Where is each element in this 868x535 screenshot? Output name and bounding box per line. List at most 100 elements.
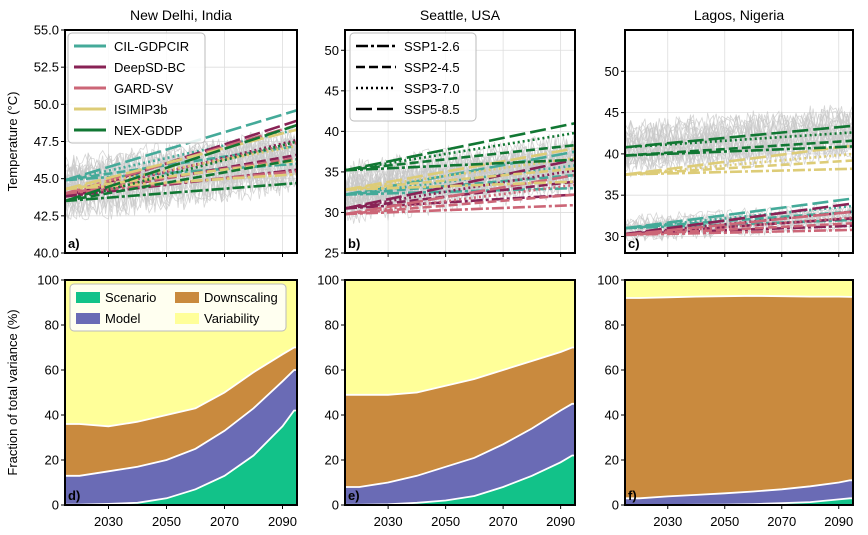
y-tick-label: 42.5: [34, 208, 59, 223]
y-tick-label: 80: [325, 318, 339, 333]
series-cil-gdpcir-ssp5-85: [65, 109, 297, 182]
y-tick-label: 50: [325, 43, 339, 58]
plot-area: [345, 280, 575, 505]
ensemble-member-line: [65, 135, 297, 193]
series-nex-gddp-ssp3-70: [625, 131, 853, 149]
series-deepsd-bc-ssp3-70: [345, 169, 575, 210]
panel-c: 30 35 40 45 50 c) Lagos, Nigeria: [605, 7, 854, 257]
x-tick-label: 2090: [268, 514, 297, 529]
y-tick-label: 40: [325, 408, 339, 423]
y-tick-label: 45: [605, 105, 619, 120]
series-isimip3b-ssp3-70: [65, 144, 297, 191]
series-deepsd-bc-ssp1-26: [625, 224, 853, 236]
panel-label: f): [628, 488, 637, 503]
x-tick-label: 2090: [824, 514, 853, 529]
series-deepsd-bc-ssp5-85: [345, 158, 575, 210]
x-tick-label: 2090: [546, 514, 575, 529]
legend-label: DeepSD-BC: [114, 60, 186, 75]
legend-label: SSP1-2.6: [404, 39, 460, 54]
legend-swatch-scenario: [76, 292, 100, 303]
series-nex-gddp-ssp2-45: [65, 158, 297, 203]
y-tick-label: 0: [52, 498, 59, 513]
panel-title: Lagos, Nigeria: [694, 7, 784, 23]
series-isimip3b-ssp2-45: [625, 159, 853, 176]
panel-frame: [344, 279, 576, 506]
series-isimip3b-ssp5-85: [345, 147, 575, 192]
panel-title: New Delhi, India: [130, 7, 232, 23]
y-tick-label: 20: [45, 453, 59, 468]
y-tick-label: 35: [605, 188, 619, 203]
y-tick-label: 80: [605, 318, 619, 333]
panel-d: 0 20 40 60 80 100 2030 2050 2070 2090 d) Fraction o…: [5, 273, 298, 529]
series-isimip3b-ssp1-26: [345, 180, 575, 192]
x-tick-label: 2070: [767, 514, 796, 529]
legend-label: Scenario: [105, 290, 156, 305]
series-gard-sv-ssp1-26: [345, 203, 575, 216]
legend-components: Scenario Downscaling Model Variability: [69, 283, 287, 332]
y-tick-label: 100: [37, 273, 59, 288]
legend-label: Variability: [204, 311, 260, 326]
y-tick-label: 25: [325, 246, 339, 261]
y-tick-label: 30: [325, 205, 339, 220]
y-tick-label: 40: [605, 146, 619, 161]
ensemble-member-line: [625, 123, 853, 169]
series-gard-sv-ssp2-45: [625, 221, 853, 237]
panel-frame: [624, 279, 854, 506]
legend-swatch-variability: [175, 313, 199, 324]
series-gard-sv-ssp3-70: [345, 183, 575, 216]
y-tick-label: 60: [605, 363, 619, 378]
series-nex-gddp-ssp1-26: [625, 145, 853, 157]
legend-label: ISIMIP3b: [114, 102, 167, 117]
legend-models: CIL-GDPCIR DeepSD-BC GARD-SV ISIMIP3b NEX-GD…: [67, 32, 206, 144]
y-tick-label: 20: [605, 453, 619, 468]
legend-label: Model: [105, 311, 141, 326]
y-tick-label: 52.5: [34, 60, 59, 75]
series-nex-gddp-ssp3-70: [345, 131, 575, 172]
series-isimip3b-ssp1-26: [625, 167, 853, 176]
y-tick-label: 60: [45, 363, 59, 378]
y-tick-label: 45.0: [34, 171, 59, 186]
y-tick-label: 100: [597, 273, 619, 288]
panel-f: 0 20 40 60 80 100 2030 2050 2070 2090 f): [597, 273, 854, 529]
panel-frame: [624, 29, 854, 254]
y-tick-label: 50.0: [34, 97, 59, 112]
panel-e: 0 20 40 60 80 100 2030 2050 2070 2090 e): [317, 273, 576, 529]
series-cil-gdpcir-ssp3-70: [345, 164, 575, 196]
series-nex-gddp-ssp5-85: [65, 123, 297, 203]
series-isimip3b-ssp5-85: [625, 144, 853, 176]
y-tick-label: 20: [325, 453, 339, 468]
y-tick-label: 50: [605, 64, 619, 79]
legend-box: [349, 32, 477, 122]
series-nex-gddp-ssp5-85: [345, 121, 575, 172]
legend-box: [67, 32, 206, 144]
legend-label: SSP3-7.0: [404, 81, 460, 96]
y-axis-label: Fraction of total variance (%): [5, 309, 20, 475]
panel-b: 25 30 35 40 45 50 b) Seattle, USA: [325, 7, 576, 261]
series-cil-gdpcir-ssp1-26: [345, 186, 575, 196]
plot-area: [345, 30, 575, 253]
panel-frame: [344, 29, 576, 254]
x-tick-label: 2030: [653, 514, 682, 529]
ensemble-member-line: [65, 155, 297, 208]
y-tick-label: 40: [605, 408, 619, 423]
panel-label: b): [348, 236, 360, 251]
series-isimip3b-ssp1-26: [65, 172, 297, 191]
legend-swatch-downscaling: [175, 292, 199, 303]
legend-label: SSP5-8.5: [404, 102, 460, 117]
legend-scenarios: SSP1-2.6 SSP2-4.5 SSP3-7.0 SSP5-8.5: [349, 32, 477, 122]
legend-label: GARD-SV: [114, 81, 174, 96]
panel-label: a): [68, 236, 80, 251]
legend-label: NEX-GDDP: [114, 123, 183, 138]
series-nex-gddp-ssp5-85: [625, 124, 853, 149]
y-tick-label: 40: [45, 408, 59, 423]
series-isimip3b-ssp3-70: [625, 152, 853, 176]
series-isimip3b-ssp3-70: [345, 156, 575, 192]
series-deepsd-bc-ssp1-26: [345, 193, 575, 210]
x-tick-label: 2030: [374, 514, 403, 529]
x-tick-label: 2070: [489, 514, 518, 529]
legend-label: SSP2-4.5: [404, 60, 460, 75]
area-downscaling: [625, 294, 853, 505]
legend-box: [69, 283, 287, 332]
x-tick-label: 2050: [431, 514, 460, 529]
